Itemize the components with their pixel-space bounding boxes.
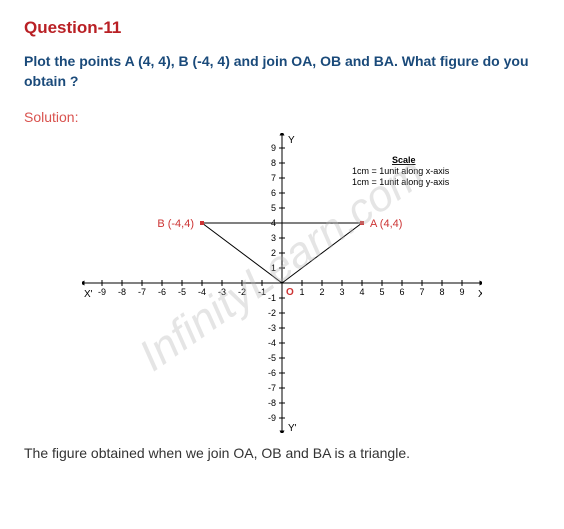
svg-text:-2: -2 (268, 308, 276, 318)
svg-text:-8: -8 (118, 287, 126, 297)
svg-text:-1: -1 (268, 293, 276, 303)
svg-text:6: 6 (271, 188, 276, 198)
svg-text:8: 8 (439, 287, 444, 297)
svg-text:A (4,4): A (4,4) (370, 218, 402, 230)
question-text: Plot the points A (4, 4), B (-4, 4) and … (24, 52, 540, 91)
svg-text:-4: -4 (198, 287, 206, 297)
svg-text:-7: -7 (138, 287, 146, 297)
chart-container: -9 -9 -8 -8 -7 -7 -6 -6 -5 -5 -4 -4 -3 -3 -2 -2 -1-1 1 1 2 2… (24, 133, 540, 433)
svg-text:B (-4,4): B (-4,4) (157, 218, 194, 230)
svg-text:2: 2 (271, 248, 276, 258)
svg-text:-9: -9 (268, 413, 276, 423)
svg-text:-6: -6 (158, 287, 166, 297)
svg-text:-5: -5 (178, 287, 186, 297)
svg-text:X: X (478, 289, 482, 300)
svg-text:6: 6 (399, 287, 404, 297)
svg-text:-7: -7 (268, 383, 276, 393)
svg-text:3: 3 (271, 233, 276, 243)
svg-text:X': X' (84, 289, 93, 300)
svg-text:7: 7 (271, 173, 276, 183)
svg-text:-3: -3 (218, 287, 226, 297)
svg-text:1: 1 (299, 287, 304, 297)
svg-text:Y': Y' (288, 423, 297, 433)
svg-text:9: 9 (271, 143, 276, 153)
svg-text:9: 9 (459, 287, 464, 297)
svg-text:-9: -9 (98, 287, 106, 297)
svg-text:5: 5 (379, 287, 384, 297)
svg-text:4: 4 (359, 287, 364, 297)
coordinate-chart: -9 -9 -8 -8 -7 -7 -6 -6 -5 -5 -4 -4 -3 -3 -2 -2 -1-1 1 1 2 2… (82, 133, 482, 433)
svg-text:8: 8 (271, 158, 276, 168)
svg-text:-4: -4 (268, 338, 276, 348)
svg-text:1: 1 (271, 263, 276, 273)
svg-text:-1: -1 (258, 287, 266, 297)
svg-text:-8: -8 (268, 398, 276, 408)
svg-text:2: 2 (319, 287, 324, 297)
svg-text:Y: Y (288, 135, 295, 146)
answer-text: The figure obtained when we join OA, OB … (24, 445, 540, 461)
svg-text:-2: -2 (238, 287, 246, 297)
svg-text:3: 3 (339, 287, 344, 297)
solution-label: Solution: (24, 109, 540, 125)
svg-text:7: 7 (419, 287, 424, 297)
svg-text:O: O (286, 287, 294, 298)
question-number: Question-11 (24, 18, 540, 38)
svg-text:Scale: Scale (392, 155, 416, 165)
svg-text:1cm = 1unit along x-axis: 1cm = 1unit along x-axis (352, 166, 450, 176)
svg-text:-5: -5 (268, 353, 276, 363)
svg-text:1cm = 1unit along y-axis: 1cm = 1unit along y-axis (352, 177, 450, 187)
svg-text:-3: -3 (268, 323, 276, 333)
svg-text:5: 5 (271, 203, 276, 213)
svg-text:-6: -6 (268, 368, 276, 378)
